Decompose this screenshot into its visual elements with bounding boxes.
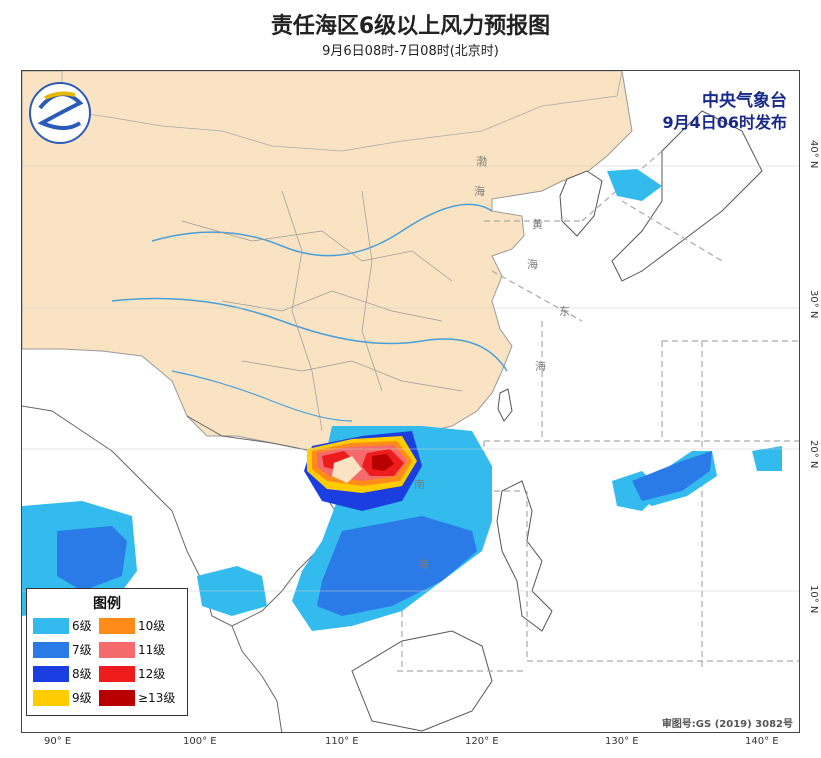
legend-item-11: 11级 <box>99 641 165 658</box>
legend-item-7: 7级 <box>33 641 92 658</box>
page-title: 责任海区6级以上风力预报图 <box>270 14 551 39</box>
sea-label-nan-2: 海 <box>418 558 429 571</box>
lon-label-140: 140° E <box>745 736 779 747</box>
legend-label: 7级 <box>72 643 92 657</box>
legend-item-9: 9级 <box>33 689 92 706</box>
legend-item-13: ≥13级 <box>99 689 175 706</box>
sea-label-nan-1: 南 <box>414 478 425 491</box>
sea-label-huang-2: 海 <box>527 258 538 271</box>
legend-label: 11级 <box>138 643 166 657</box>
cma-logo <box>29 82 91 144</box>
page-subtitle: 9月6日08时-7日08时(北京时) <box>322 44 499 59</box>
legend-swatch <box>33 665 69 682</box>
approval-number: 审图号:GS (2019) 3082号 <box>661 719 793 730</box>
lat-label-30: 30° N <box>808 290 819 319</box>
legend: 图例 6级 10级 7级 11级 8级 <box>26 588 188 716</box>
lon-label-120: 120° E <box>465 736 499 747</box>
lon-label-130: 130° E <box>605 736 639 747</box>
lon-label-110: 110° E <box>325 736 359 747</box>
legend-swatch <box>99 641 135 658</box>
legend-swatch <box>33 689 69 706</box>
legend-item-6: 6级 <box>33 617 92 634</box>
legend-swatch <box>99 665 135 682</box>
sea-label-dong-1: 东 <box>559 305 570 318</box>
legend-item-12: 12级 <box>99 665 165 682</box>
lat-label-40: 40° N <box>808 140 819 169</box>
lat-label-20: 20° N <box>808 440 819 469</box>
sea-label-dong-2: 海 <box>535 360 546 373</box>
wind-area-13 <box>372 454 394 471</box>
legend-label: 12级 <box>138 667 166 681</box>
forecast-map[interactable]: 中央气象台 9月4日06时发布 渤 海 黄 海 东 海 南 海 图例 6级 10… <box>21 70 800 733</box>
legend-title: 图例 <box>93 596 121 612</box>
legend-label: 8级 <box>72 667 92 681</box>
issuer-block: 中央气象台 9月4日06时发布 <box>662 91 787 133</box>
legend-item-10: 10级 <box>99 617 165 634</box>
sea-label-bohai-1: 渤 <box>476 155 487 168</box>
lat-label-10: 10° N <box>808 585 819 614</box>
legend-label: 6级 <box>72 619 92 633</box>
sea-label-huang-1: 黄 <box>532 218 543 231</box>
legend-swatch <box>33 641 69 658</box>
legend-swatch <box>99 689 135 706</box>
map-canvas <box>22 71 799 732</box>
legend-swatch <box>33 617 69 634</box>
issuer-name: 中央气象台 <box>702 91 787 111</box>
legend-swatch <box>99 617 135 634</box>
wind-area-7 <box>57 526 127 591</box>
legend-item-8: 8级 <box>33 665 92 682</box>
legend-label: ≥13级 <box>138 691 176 705</box>
issue-time: 9月4日06时发布 <box>662 113 787 132</box>
legend-label: 10级 <box>138 619 166 633</box>
sea-label-bohai-2: 海 <box>474 185 485 198</box>
lon-label-90: 90° E <box>44 736 72 747</box>
lon-label-100: 100° E <box>183 736 217 747</box>
legend-label: 9级 <box>72 691 92 705</box>
